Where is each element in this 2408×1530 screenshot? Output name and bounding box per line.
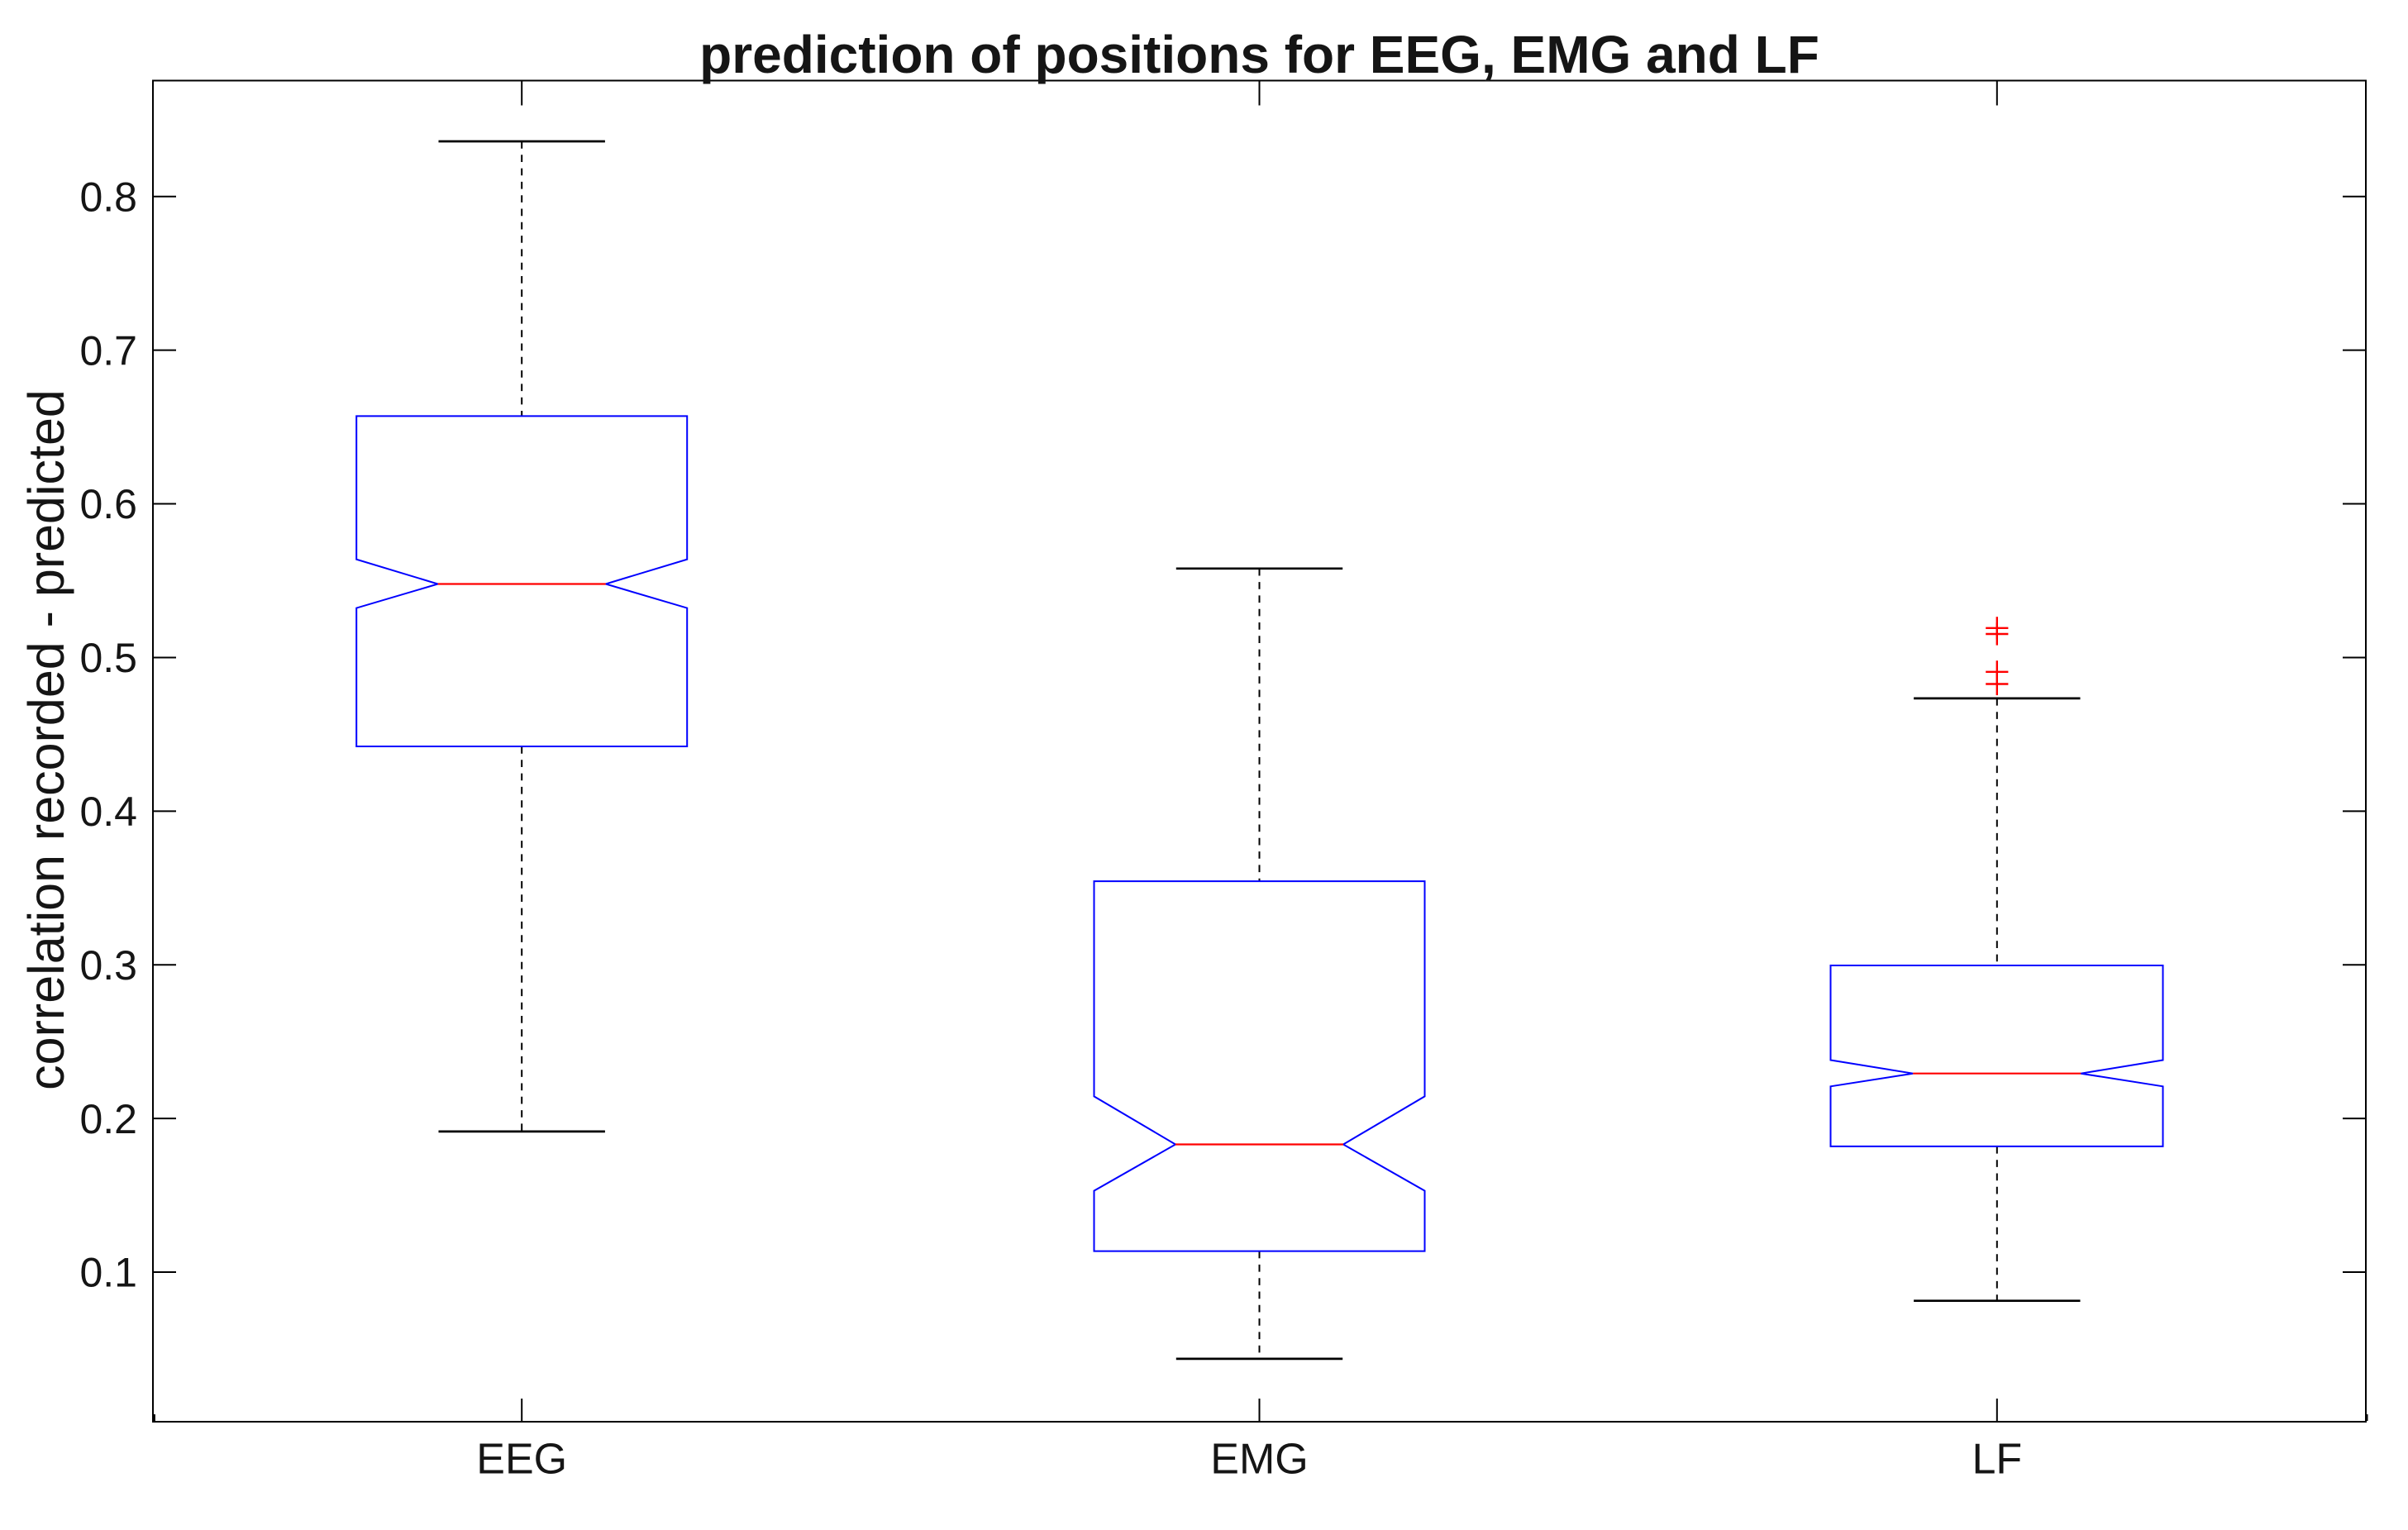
svg-text:prediction of positions for EE: prediction of positions for EEG, EMG and… (699, 25, 1819, 84)
svg-text:0.4: 0.4 (79, 789, 137, 835)
svg-text:LF: LF (1972, 1436, 2022, 1484)
svg-text:0.6: 0.6 (79, 481, 137, 527)
svg-text:0.8: 0.8 (79, 174, 137, 220)
svg-text:correlation recorded - predict: correlation recorded - predicted (18, 389, 74, 1090)
svg-text:EEG: EEG (476, 1436, 567, 1484)
svg-text:EMG: EMG (1210, 1436, 1308, 1484)
svg-text:0.7: 0.7 (79, 327, 137, 374)
svg-text:0.3: 0.3 (79, 942, 137, 989)
svg-text:0.1: 0.1 (79, 1250, 137, 1296)
svg-text:0.5: 0.5 (79, 635, 137, 681)
svg-text:0.2: 0.2 (79, 1096, 137, 1142)
